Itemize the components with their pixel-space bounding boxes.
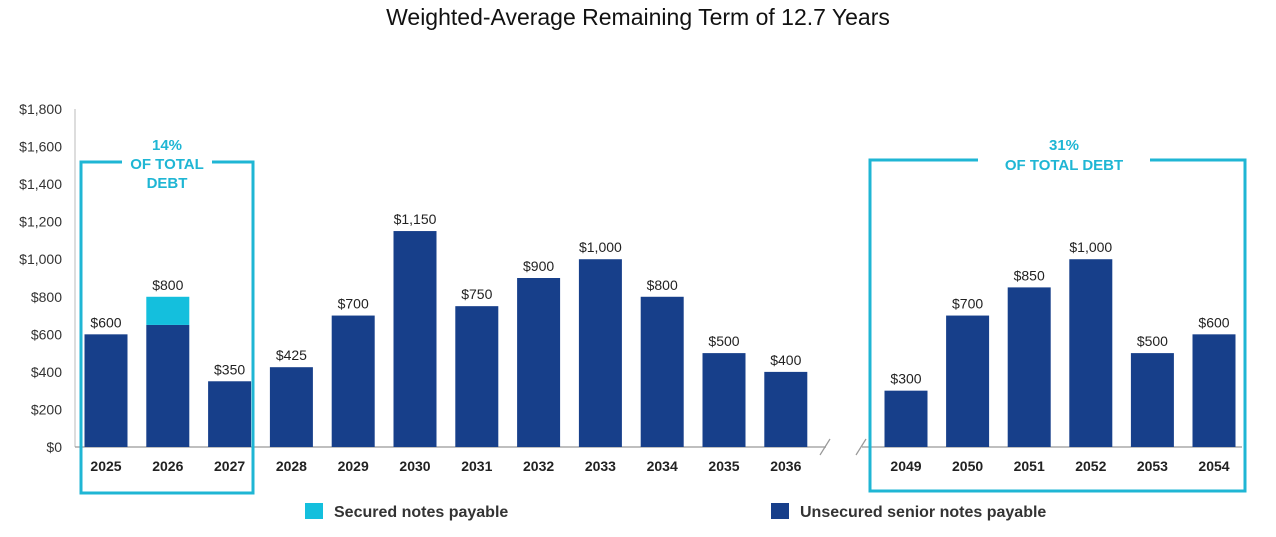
y-tick-label: $1,000 [19, 251, 62, 267]
data-label-2053: $500 [1137, 333, 1168, 349]
unsecured-bar-2052 [1069, 259, 1113, 447]
data-label-2051: $850 [1014, 267, 1045, 283]
y-tick-label: $1,400 [19, 176, 62, 192]
y-tick-label: $1,600 [19, 139, 62, 155]
unsecured-bar-2050 [946, 315, 990, 447]
unsecured-bar-2025 [84, 334, 128, 447]
unsecured-bar-2035 [702, 353, 746, 447]
y-tick-label: $400 [31, 364, 62, 380]
x-tick-label-2032: 2032 [523, 458, 554, 474]
data-label-2049: $300 [890, 371, 921, 387]
legend-secured-swatch [305, 503, 323, 519]
x-tick-label-2054: 2054 [1198, 458, 1229, 474]
data-label-2050: $700 [952, 296, 983, 312]
data-label-2052: $1,000 [1069, 239, 1112, 255]
unsecured-bar-2026 [146, 324, 190, 447]
x-tick-label-2050: 2050 [952, 458, 983, 474]
unsecured-bar-2032 [517, 278, 561, 447]
x-tick-label-2049: 2049 [890, 458, 921, 474]
unsecured-bar-2036 [764, 371, 808, 447]
data-label-2034: $800 [647, 277, 678, 293]
x-tick-label-2053: 2053 [1137, 458, 1168, 474]
x-tick-label-2029: 2029 [338, 458, 369, 474]
data-label-2030: $1,150 [394, 211, 437, 227]
unsecured-bar-2030 [393, 231, 437, 447]
callout-box-right [868, 158, 1247, 493]
x-tick-label-2034: 2034 [647, 458, 678, 474]
unsecured-bar-2031 [455, 306, 499, 447]
callout-left-line: OF TOTAL [130, 156, 204, 173]
callout-left-line: 14% [152, 137, 182, 154]
legend-secured-label: Secured notes payable [334, 504, 508, 521]
data-label-2028: $425 [276, 347, 307, 363]
y-tick-label: $600 [31, 326, 62, 342]
x-tick-label-2027: 2027 [214, 458, 245, 474]
x-tick-label-2028: 2028 [276, 458, 307, 474]
axis-break-mark [819, 438, 831, 456]
x-tick-label-2026: 2026 [152, 458, 183, 474]
y-tick-label: $800 [31, 289, 62, 305]
unsecured-bar-2049 [884, 390, 928, 447]
x-tick-label-2051: 2051 [1014, 458, 1045, 474]
data-label-2032: $900 [523, 258, 554, 274]
unsecured-bar-2028 [269, 367, 313, 447]
unsecured-bar-2034 [640, 296, 684, 447]
data-label-2033: $1,000 [579, 239, 622, 255]
axis-break-mark [855, 438, 867, 456]
x-tick-label-2036: 2036 [770, 458, 801, 474]
x-tick-label-2052: 2052 [1075, 458, 1106, 474]
x-tick-label-2031: 2031 [461, 458, 492, 474]
callout-box-left [79, 160, 255, 495]
callout-left-line: DEBT [147, 175, 188, 192]
callout-right-line: OF TOTAL DEBT [1005, 157, 1123, 174]
data-label-2054: $600 [1198, 314, 1229, 330]
legend-unsecured-label: Unsecured senior notes payable [800, 504, 1046, 521]
x-tick-label-2035: 2035 [708, 458, 739, 474]
callout-right-line: 31% [1049, 137, 1079, 154]
secured-bar-2026 [146, 296, 190, 325]
y-tick-label: $0 [46, 439, 62, 455]
y-tick-label: $200 [31, 401, 62, 417]
legend-unsecured-swatch [771, 503, 789, 519]
data-label-2026: $800 [152, 277, 183, 293]
data-label-2029: $700 [338, 296, 369, 312]
x-tick-label-2033: 2033 [585, 458, 616, 474]
unsecured-bar-2029 [331, 315, 375, 447]
x-tick-label-2025: 2025 [90, 458, 121, 474]
unsecured-bar-2053 [1130, 353, 1174, 447]
unsecured-bar-2027 [208, 381, 252, 447]
data-label-2025: $600 [90, 314, 121, 330]
x-tick-label-2030: 2030 [399, 458, 430, 474]
data-label-2036: $400 [770, 352, 801, 368]
y-tick-label: $1,800 [19, 101, 62, 117]
chart-title: Weighted-Average Remaining Term of 12.7 … [386, 4, 890, 30]
data-label-2035: $500 [708, 333, 739, 349]
unsecured-bar-2054 [1192, 334, 1236, 447]
unsecured-bar-2033 [578, 259, 622, 447]
data-label-2027: $350 [214, 361, 245, 377]
unsecured-bar-2051 [1007, 287, 1051, 447]
data-label-2031: $750 [461, 286, 492, 302]
y-tick-label: $1,200 [19, 214, 62, 230]
